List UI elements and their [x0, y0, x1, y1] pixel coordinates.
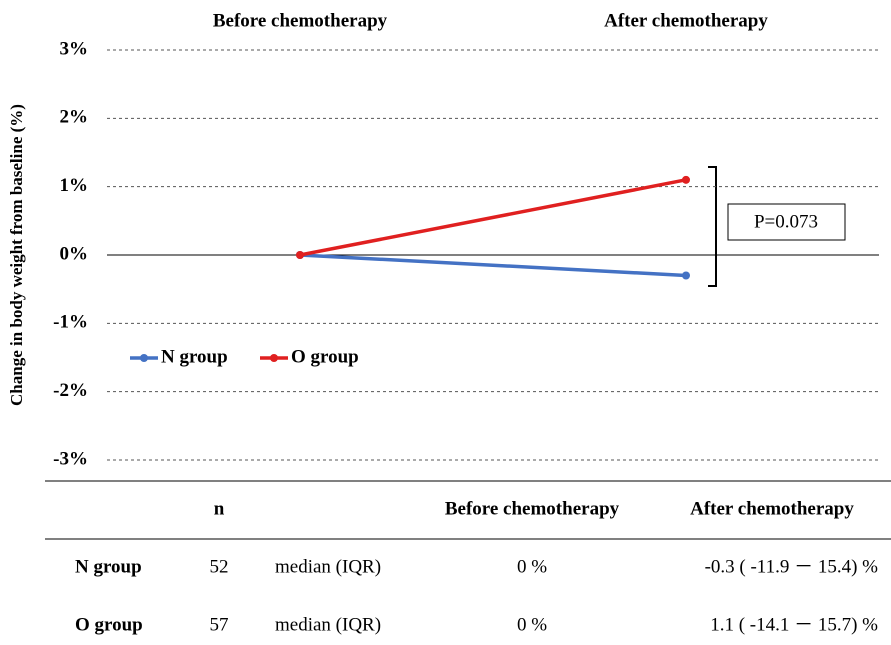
series-line [299, 178, 687, 257]
table-cell: 57 [210, 614, 229, 635]
legend-label: N group [161, 346, 228, 367]
x-tick-label: After chemotherapy [604, 10, 768, 31]
table-cell: O group [75, 614, 143, 635]
point [682, 175, 690, 184]
x-tick-label: Before chemotherapy [213, 10, 388, 31]
legend-marker [140, 354, 148, 362]
table-cell: median (IQR) [275, 614, 381, 635]
legend-label: O group [291, 346, 359, 367]
table-cell: 52 [210, 556, 229, 577]
point [296, 251, 304, 259]
series-line [299, 253, 687, 278]
legend-marker [270, 354, 278, 362]
table-cell: -0.3 ( -11.9 － 15.4) % [705, 556, 879, 577]
y-tick-label: 3% [60, 38, 89, 59]
table-cell: 0 % [517, 556, 547, 577]
significance-bracket [708, 166, 717, 287]
annotation: P=0.073 [754, 211, 818, 232]
table-cell: median (IQR) [275, 556, 381, 577]
table-cell: N group [75, 556, 142, 577]
y-tick-label: -3% [53, 448, 88, 469]
y-tick-label: -2% [53, 380, 88, 401]
table-header: n [214, 498, 225, 519]
table-header: After chemotherapy [690, 498, 854, 519]
y-tick-label: 0% [60, 243, 89, 264]
y-tick-label: 2% [60, 107, 89, 128]
y-axis-label: Change in body weight from baseline (%) [7, 104, 26, 406]
table-cell: 1.1 ( -14.1 － 15.7) % [710, 614, 878, 635]
annotation-box [727, 203, 846, 241]
y-tick-label: -1% [53, 312, 88, 333]
table-header: Before chemotherapy [445, 498, 620, 519]
y-tick-label: 1% [60, 175, 89, 196]
point [682, 271, 690, 280]
table-cell: 0 % [517, 614, 547, 635]
